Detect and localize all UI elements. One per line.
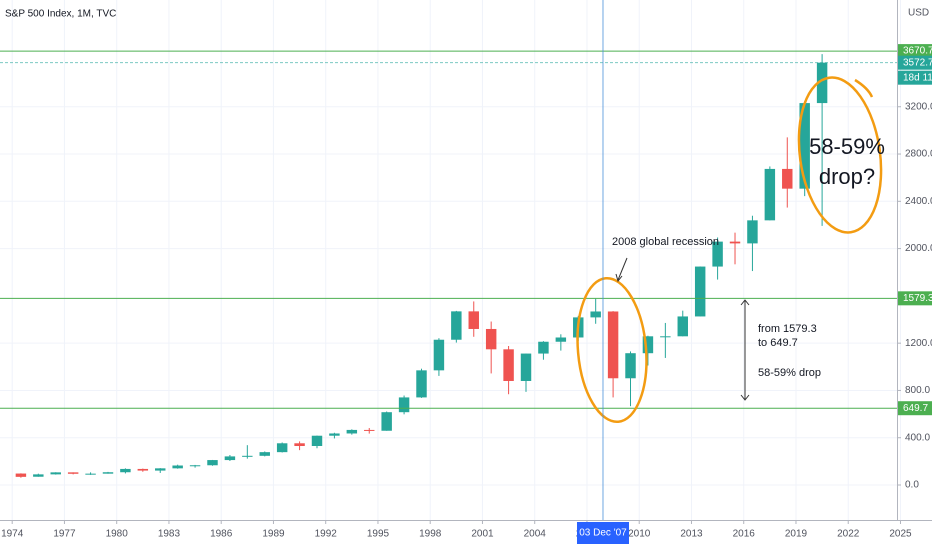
highlight-ellipse <box>576 276 648 424</box>
candle-body <box>416 370 427 398</box>
y-tick-label: 400.0 <box>905 432 930 443</box>
countdown: 18d 11h <box>903 72 932 83</box>
highlight-ellipse <box>797 76 883 234</box>
candle-body <box>381 412 392 431</box>
x-tick-label: 2016 <box>733 529 756 540</box>
candle-body <box>642 336 654 354</box>
y-tick-label: 1200.0 <box>905 338 932 349</box>
candle-body <box>364 429 375 431</box>
candle-body <box>451 311 462 340</box>
candle-body <box>224 456 236 461</box>
candle-body <box>294 443 305 447</box>
x-tick-label: 1998 <box>419 529 442 540</box>
candle-body <box>276 443 288 453</box>
countdown-box <box>898 70 932 85</box>
candle-body <box>555 337 567 342</box>
y-tick-label: 3200.0 <box>905 101 932 112</box>
x-tick-label: 1980 <box>106 529 129 540</box>
range-arrow-heads <box>740 299 750 401</box>
crosshair-label: 03 Dec '07 <box>579 528 627 539</box>
annotation: from 1579.3 <box>758 323 817 335</box>
x-tick-label: 1977 <box>53 529 76 540</box>
candle-body <box>729 241 741 244</box>
candle-body <box>259 452 270 456</box>
candle-body <box>172 465 183 469</box>
candle-body <box>485 328 497 350</box>
level-label: 3572.7 <box>903 57 932 68</box>
candle-body <box>398 397 410 413</box>
candle-body <box>102 472 114 474</box>
level-label: 3670.7 <box>903 46 932 57</box>
candle-body <box>15 473 27 477</box>
candle-body <box>764 168 776 221</box>
level-label-box <box>898 44 932 59</box>
highlight-stroke <box>854 78 874 98</box>
candle-body <box>625 353 636 379</box>
candle-body <box>189 465 201 467</box>
level-label-box <box>898 55 932 70</box>
candle-body <box>242 455 253 457</box>
x-tick-label: 2019 <box>785 529 808 540</box>
x-tick-label: 1974 <box>1 529 24 540</box>
candle-body <box>503 349 514 381</box>
x-tick-label: 2010 <box>628 529 651 540</box>
chart-title: S&P 500 Index, 1M, TVC <box>5 9 116 20</box>
annotation: 58-59% <box>809 134 885 159</box>
candle-body <box>120 468 131 473</box>
y-tick-label: 2000.0 <box>905 243 932 254</box>
crosshair-label-box <box>576 522 629 544</box>
annotation: 2008 global recession <box>612 236 719 248</box>
arrow-head <box>615 273 623 283</box>
y-tick-label: 2400.0 <box>905 196 932 207</box>
x-tick-label: 2013 <box>680 529 703 540</box>
level-label: 1579.3 <box>903 293 932 304</box>
x-tick-label: 1992 <box>315 529 338 540</box>
candle-body <box>694 266 706 317</box>
currency: USD <box>908 8 929 19</box>
x-tick-label: 2004 <box>524 529 547 540</box>
level-label: 649.7 <box>903 403 928 414</box>
candle-body <box>816 62 828 104</box>
candle-body <box>712 241 723 267</box>
x-tick-label: 1989 <box>262 529 285 540</box>
candle-body <box>137 468 149 471</box>
x-tick-label: 2025 <box>889 529 912 540</box>
candle-body <box>520 353 532 381</box>
x-tick-label: 1995 <box>367 529 390 540</box>
candle-body <box>433 339 445 371</box>
candle-body <box>660 336 671 338</box>
candle-body <box>50 472 61 475</box>
candle-body <box>346 429 358 434</box>
candle-body <box>33 474 44 477</box>
x-tick-label: 2022 <box>837 529 860 540</box>
candle-body <box>747 220 758 244</box>
candle-body <box>677 316 688 337</box>
candle-body <box>799 103 810 189</box>
candle-body <box>607 311 619 379</box>
x-tick-label: 1986 <box>210 529 233 540</box>
x-tick-label: 2001 <box>471 529 494 540</box>
y-tick-label: 800.0 <box>905 385 930 396</box>
candle-body <box>538 341 549 354</box>
candle-body <box>311 435 323 447</box>
x-tick-label: 1983 <box>158 529 181 540</box>
candle-body <box>67 472 79 474</box>
candle-body <box>468 311 479 329</box>
candle-body <box>782 168 793 189</box>
annotation: drop? <box>819 164 875 189</box>
annotation: 58-59% drop <box>758 367 821 379</box>
level-label-box <box>898 291 932 306</box>
y-tick-label: 2800.0 <box>905 149 932 160</box>
level-label-box <box>898 401 932 416</box>
annotation: to 649.7 <box>758 337 798 349</box>
arrow <box>617 257 628 281</box>
y-tick-label: 0.0 <box>905 480 919 491</box>
candle-body <box>329 433 340 436</box>
candle-body <box>207 460 218 466</box>
candle-body <box>155 468 166 471</box>
candle-body <box>590 311 601 318</box>
candle-body <box>85 473 96 475</box>
